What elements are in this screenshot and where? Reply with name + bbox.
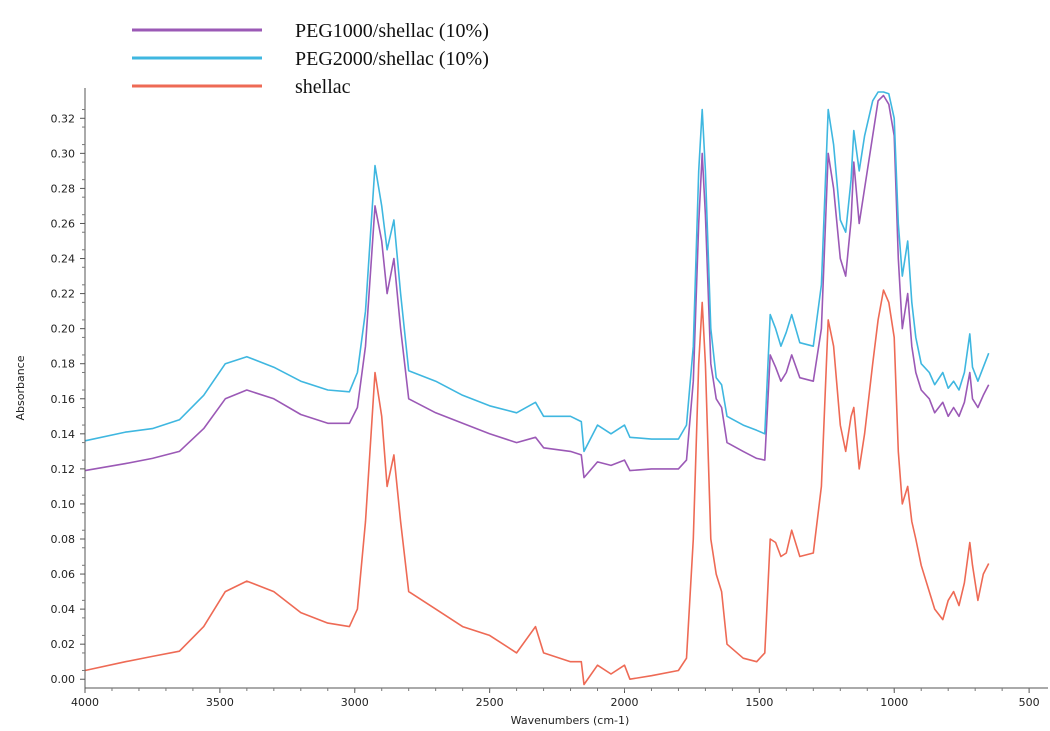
y-tick-label: 0.10 <box>51 498 76 511</box>
legend-label: PEG1000/shellac (10%) <box>295 20 489 42</box>
x-tick-label: 1500 <box>745 696 773 709</box>
series-line-2 <box>84 91 990 453</box>
y-tick-label: 0.20 <box>51 323 76 336</box>
x-tick-label: 500 <box>1019 696 1040 709</box>
x-tick-label: 1000 <box>880 696 908 709</box>
y-tick-label: 0.02 <box>51 638 76 651</box>
y-tick-label: 0.14 <box>51 428 76 441</box>
x-tick-label: 3500 <box>206 696 234 709</box>
y-tick-label: 0.04 <box>51 603 76 616</box>
series-line-1 <box>84 94 990 479</box>
legend-label: shellac <box>295 76 351 98</box>
y-tick-label: 0.28 <box>51 182 76 195</box>
y-tick-label: 0.00 <box>51 673 76 686</box>
y-tick-label: 0.16 <box>51 393 76 406</box>
y-tick-label: 0.22 <box>51 288 76 301</box>
series-line-3 <box>84 289 990 686</box>
y-tick-label: 0.06 <box>51 568 76 581</box>
x-tick-label: 2000 <box>610 696 638 709</box>
legend-label: PEG2000/shellac (10%) <box>295 48 489 70</box>
x-tick-label: 3000 <box>341 696 369 709</box>
y-tick-label: 0.30 <box>51 147 76 160</box>
y-tick-label: 0.12 <box>51 463 76 476</box>
x-tick-label: 2500 <box>476 696 504 709</box>
y-tick-label: 0.24 <box>51 253 76 266</box>
legend: PEG1000/shellac (10%) PEG2000/shellac (10… <box>132 20 489 98</box>
y-tick-label: 0.18 <box>51 358 76 371</box>
y-tick-label: 0.08 <box>51 533 76 546</box>
plot-area <box>84 91 990 686</box>
y-axis-title: Absorbance <box>14 355 27 420</box>
x-axis-title: Wavenumbers (cm-1) <box>511 714 630 727</box>
axes: 0.00 0.02 0.04 0.06 0.08 0.10 0.12 0.14 0.16 0.18… <box>51 88 1048 709</box>
y-tick-label: 0.32 <box>51 112 76 125</box>
x-tick-label: 4000 <box>71 696 99 709</box>
y-tick-label: 0.26 <box>51 217 76 230</box>
